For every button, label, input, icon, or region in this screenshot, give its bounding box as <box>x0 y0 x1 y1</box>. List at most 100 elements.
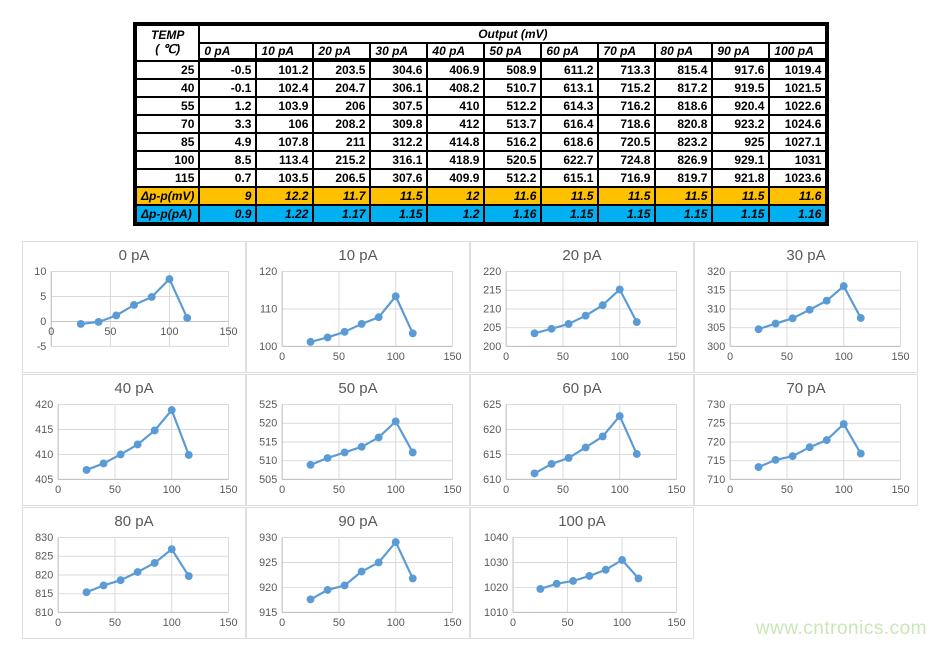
delta-value-cell: 1.17 <box>314 206 370 222</box>
temp-cell: 40 <box>137 80 199 96</box>
svg-text:615: 615 <box>483 449 501 461</box>
delta-value-cell: 9 <box>200 188 256 204</box>
value-cell: 106 <box>257 116 313 132</box>
table-row: 25 -0.5 101.2 203.5 304.6 406.9 508.9 611.2 713.… <box>137 62 826 78</box>
svg-text:50: 50 <box>333 351 345 363</box>
chart-panel-40pa: 405 410 415 420 0 50 100 150 40 pA <box>22 374 246 506</box>
value-cell: 1024.6 <box>770 116 826 132</box>
svg-text:-5: -5 <box>37 341 47 353</box>
delta-value-cell: 1.15 <box>542 206 598 222</box>
svg-text:925: 925 <box>259 557 277 569</box>
value-cell: 512.2 <box>485 98 541 114</box>
svg-text:50: 50 <box>781 351 793 363</box>
value-cell: 817.2 <box>656 80 712 96</box>
svg-text:310: 310 <box>707 303 725 315</box>
value-cell: 307.5 <box>371 98 427 114</box>
chart-title-40pa: 40 pA <box>114 380 154 397</box>
svg-text:810: 810 <box>35 607 53 619</box>
chart-title-50pa: 50 pA <box>338 380 378 397</box>
column-header: 10 pA <box>257 44 313 60</box>
svg-text:100: 100 <box>387 351 405 363</box>
svg-text:100: 100 <box>387 617 405 629</box>
chart-plot-40pa: 405 410 415 420 0 50 100 150 <box>35 399 237 496</box>
chart-panel-0pa: -5 0 5 10 0 50 100 150 0 pA <box>22 241 246 373</box>
value-cell: 513.7 <box>485 116 541 132</box>
svg-text:0: 0 <box>40 316 46 328</box>
svg-text:0: 0 <box>727 484 733 496</box>
delta-value-cell: 1.15 <box>599 206 655 222</box>
svg-text:1040: 1040 <box>484 532 508 544</box>
delta-mv-row: Δp-p(mV) 9 12.2 11.7 11.5 12 11.6 11.5 11.5 11.5 1… <box>137 188 826 204</box>
delta-value-cell: 11.7 <box>314 188 370 204</box>
value-cell: 409.9 <box>428 170 484 186</box>
chart-title-0pa: 0 pA <box>118 247 150 264</box>
value-cell: 8.5 <box>200 152 256 168</box>
value-cell: 103.9 <box>257 98 313 114</box>
value-cell: 103.5 <box>257 170 313 186</box>
delta-value-cell: 11.5 <box>599 188 655 204</box>
svg-text:525: 525 <box>259 399 277 411</box>
svg-text:0: 0 <box>279 484 285 496</box>
delta-value-cell: 11.5 <box>371 188 427 204</box>
svg-text:415: 415 <box>35 424 53 436</box>
svg-text:120: 120 <box>259 266 277 278</box>
svg-text:50: 50 <box>333 617 345 629</box>
chart-panel-10pa: 100 110 120 0 50 100 150 10 pA <box>246 241 470 373</box>
value-cell: 512.2 <box>485 170 541 186</box>
svg-text:0: 0 <box>55 617 61 629</box>
svg-text:305: 305 <box>707 322 725 334</box>
svg-text:150: 150 <box>444 484 462 496</box>
value-cell: 412 <box>428 116 484 132</box>
svg-text:150: 150 <box>668 484 686 496</box>
chart-title-100pa: 100 pA <box>558 513 606 530</box>
column-header: 30 pA <box>371 44 427 60</box>
svg-text:150: 150 <box>668 351 686 363</box>
chart-panel-30pa: 300 305 310 315 320 0 50 100 150 30 pA <box>694 241 918 373</box>
svg-text:1010: 1010 <box>484 607 508 619</box>
value-cell: 724.8 <box>599 152 655 168</box>
chart-plot-80pa: 810 815 820 825 830 0 50 100 150 <box>35 532 237 629</box>
svg-text:0: 0 <box>510 617 516 629</box>
svg-text:0: 0 <box>55 484 61 496</box>
svg-text:720: 720 <box>707 436 725 448</box>
value-cell: 508.9 <box>485 62 541 78</box>
chart-title-80pa: 80 pA <box>114 513 154 530</box>
value-cell: 520.5 <box>485 152 541 168</box>
value-cell: 1031 <box>770 152 826 168</box>
table-row: 40 -0.1 102.4 204.7 306.1 408.2 510.7 613.1 715.… <box>137 80 826 96</box>
svg-text:920: 920 <box>259 582 277 594</box>
svg-text:300: 300 <box>707 341 725 353</box>
value-cell: 102.4 <box>257 80 313 96</box>
value-cell: 309.8 <box>371 116 427 132</box>
chart-panel-90pa: 915 920 925 930 0 50 100 150 90 pA <box>246 507 470 639</box>
svg-text:815: 815 <box>35 588 53 600</box>
delta-value-cell: 1.2 <box>428 206 484 222</box>
svg-text:205: 205 <box>483 322 501 334</box>
delta-value-cell: 11.5 <box>542 188 598 204</box>
value-cell: 823.2 <box>656 134 712 150</box>
delta-value-cell: 12 <box>428 188 484 204</box>
value-cell: 921.8 <box>713 170 769 186</box>
delta-value-cell: 1.16 <box>770 206 826 222</box>
value-cell: 316.1 <box>371 152 427 168</box>
delta-value-cell: 11.6 <box>770 188 826 204</box>
value-cell: 304.6 <box>371 62 427 78</box>
column-header: 70 pA <box>599 44 655 60</box>
svg-text:0: 0 <box>727 351 733 363</box>
svg-text:515: 515 <box>259 436 277 448</box>
svg-text:100: 100 <box>835 484 853 496</box>
value-cell: 414.8 <box>428 134 484 150</box>
value-cell: 820.8 <box>656 116 712 132</box>
svg-text:0: 0 <box>279 351 285 363</box>
value-cell: 307.6 <box>371 170 427 186</box>
temp-cell: 115 <box>137 170 199 186</box>
delta-value-cell: 11.5 <box>656 188 712 204</box>
value-cell: 919.5 <box>713 80 769 96</box>
chart-plot-20pa: 200 205 210 215 220 0 50 100 150 <box>483 266 686 363</box>
chart-title-60pa: 60 pA <box>562 380 602 397</box>
svg-text:110: 110 <box>260 303 277 315</box>
chart-title-10pa: 10 pA <box>338 247 378 264</box>
value-cell: 410 <box>428 98 484 114</box>
delta-value-cell: 1.22 <box>257 206 313 222</box>
svg-text:0: 0 <box>503 484 509 496</box>
